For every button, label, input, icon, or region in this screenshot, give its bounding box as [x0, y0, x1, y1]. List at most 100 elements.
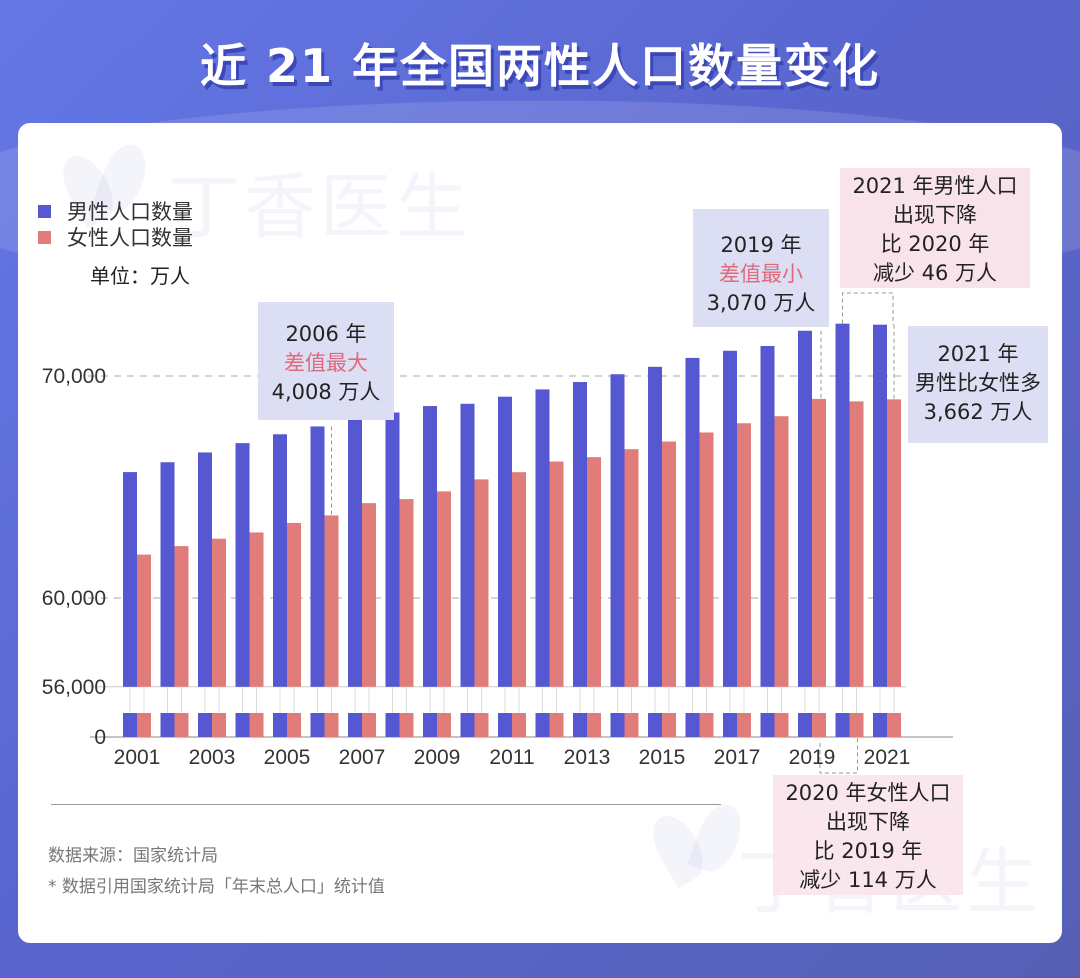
- bar-stub-male-2010: [460, 713, 475, 737]
- annotation-2020f-line1: 2020 年女性人口: [785, 781, 951, 805]
- annotation-2021-difference: 2021 年 男性比女性多 3,662 万人: [908, 326, 1048, 443]
- x-tick-label-2011: 2011: [489, 746, 534, 769]
- bar-female-2006: [324, 515, 339, 687]
- annotation-2021m-line1: 2021 年男性人口: [852, 174, 1018, 198]
- bar-stub-male-2011: [498, 713, 512, 737]
- legend-item-female: 女性人口数量: [38, 224, 193, 250]
- bar-female-2001: [137, 554, 151, 687]
- bar-female-2007: [362, 503, 376, 687]
- y-tick-label: 60,000: [42, 587, 106, 610]
- annotation-2019-value: 3,070 万人: [706, 291, 816, 315]
- bar-female-2008: [399, 499, 414, 687]
- bar-female-2010: [474, 479, 489, 687]
- source-text: 数据来源：国家统计局: [48, 846, 218, 866]
- bar-female-2003: [212, 538, 226, 687]
- bar-stub-female-2015: [662, 713, 676, 737]
- annotation-2021m-line3: 比 2020 年: [880, 232, 990, 256]
- bar-stub-female-2016: [699, 713, 714, 737]
- x-tick-label-2019: 2019: [789, 746, 836, 769]
- bar-stub-female-2003: [212, 713, 226, 737]
- bar-stub-female-2013: [587, 713, 601, 737]
- y-tick-label: 0: [94, 726, 106, 749]
- bar-stub-male-2004: [235, 713, 250, 737]
- legend-swatch-female: [38, 230, 51, 244]
- annotation-2006: 2006 年 差值最大 4,008 万人: [258, 302, 394, 420]
- bar-stub-male-2019: [798, 713, 812, 737]
- bar-female-2015: [662, 441, 676, 687]
- bar-male-2012: [535, 389, 550, 687]
- x-tick-label-2005: 2005: [264, 746, 311, 769]
- bar-stub-female-2020: [849, 713, 864, 737]
- annotation-2020f-line3: 比 2019 年: [813, 839, 923, 863]
- bar-stub-female-2001: [137, 713, 151, 737]
- bar-stub-female-2012: [549, 713, 564, 737]
- bar-female-2019: [812, 398, 826, 687]
- bar-male-2019: [798, 330, 812, 687]
- bar-male-2010: [460, 403, 475, 687]
- x-tick-label-2013: 2013: [564, 746, 611, 769]
- x-tick-label-2015: 2015: [639, 746, 686, 769]
- bar-stub-male-2007: [348, 713, 362, 737]
- bar-stub-female-2017: [737, 713, 751, 737]
- footer-divider: [51, 804, 721, 805]
- annotation-2021d-value: 3,662 万人: [923, 400, 1033, 424]
- bar-stub-male-2008: [385, 713, 400, 737]
- bar-stub-male-2017: [723, 713, 737, 737]
- bar-stub-male-2005: [273, 713, 287, 737]
- bar-female-2009: [437, 491, 451, 687]
- watermark-text: 丁香医生: [168, 165, 473, 249]
- legend-swatch-male: [38, 204, 51, 218]
- bar-male-2015: [648, 366, 662, 687]
- bar-stub-male-2021: [873, 713, 887, 737]
- bar-stub-female-2004: [249, 713, 264, 737]
- bar-stub-male-2020: [835, 713, 850, 737]
- bar-stub-male-2006: [310, 713, 325, 737]
- bar-male-2003: [198, 452, 212, 687]
- bar-male-2017: [723, 350, 737, 687]
- bar-stub-male-2015: [648, 713, 662, 737]
- bar-female-2017: [737, 423, 751, 687]
- bar-stub-female-2021: [887, 713, 901, 737]
- bar-female-2004: [249, 532, 264, 687]
- bar-stub-female-2018: [774, 713, 789, 737]
- bar-male-2013: [573, 382, 587, 687]
- bar-stub-male-2001: [123, 713, 137, 737]
- bar-female-2020: [849, 401, 864, 687]
- x-tick-label-2001: 2001: [114, 746, 161, 769]
- annotation-2006-year: 2006 年: [285, 322, 367, 346]
- annotation-2021d-label: 男性比女性多: [915, 371, 1041, 395]
- bar-male-2018: [760, 346, 775, 687]
- bar-stub-male-2003: [198, 713, 212, 737]
- bar-male-2016: [685, 357, 700, 687]
- x-tick-label-2017: 2017: [714, 746, 761, 769]
- bar-stub-female-2010: [474, 713, 489, 737]
- bar-stub-male-2014: [610, 713, 625, 737]
- bar-male-2004: [235, 443, 250, 687]
- page-title: 近 21 年全国两性人口数量变化: [199, 39, 881, 93]
- bar-male-2009: [423, 406, 437, 687]
- bar-male-2007: [348, 419, 362, 687]
- bar-stub-female-2009: [437, 713, 451, 737]
- bar-stub-male-2012: [535, 713, 550, 737]
- annotation-2020-female-drop: 2020 年女性人口 出现下降 比 2019 年 减少 114 万人: [773, 775, 963, 895]
- annotation-2006-label: 差值最大: [284, 351, 368, 375]
- bar-female-2014: [624, 449, 639, 687]
- leader-2020-female: [819, 727, 858, 774]
- bar-stub-female-2005: [287, 713, 301, 737]
- bar-stub-female-2008: [399, 713, 414, 737]
- annotation-2020f-line4: 减少 114 万人: [799, 868, 937, 892]
- bar-female-2005: [287, 522, 301, 687]
- x-tick-label-2007: 2007: [339, 746, 386, 769]
- bar-stub-male-2009: [423, 713, 437, 737]
- bar-stub-female-2007: [362, 713, 376, 737]
- y-tick-label: 70,000: [42, 365, 106, 388]
- chart-legend: 男性人口数量 女性人口数量: [38, 198, 193, 250]
- bar-male-2020: [835, 323, 850, 687]
- bar-stub-male-2016: [685, 713, 700, 737]
- bar-female-2012: [549, 461, 564, 687]
- bar-female-2018: [774, 416, 789, 687]
- annotation-2006-value: 4,008 万人: [271, 380, 381, 404]
- annotation-2021m-line2: 出现下降: [893, 203, 977, 227]
- bar-stub-female-2011: [512, 713, 526, 737]
- annotation-2019-label: 差值最小: [719, 262, 803, 286]
